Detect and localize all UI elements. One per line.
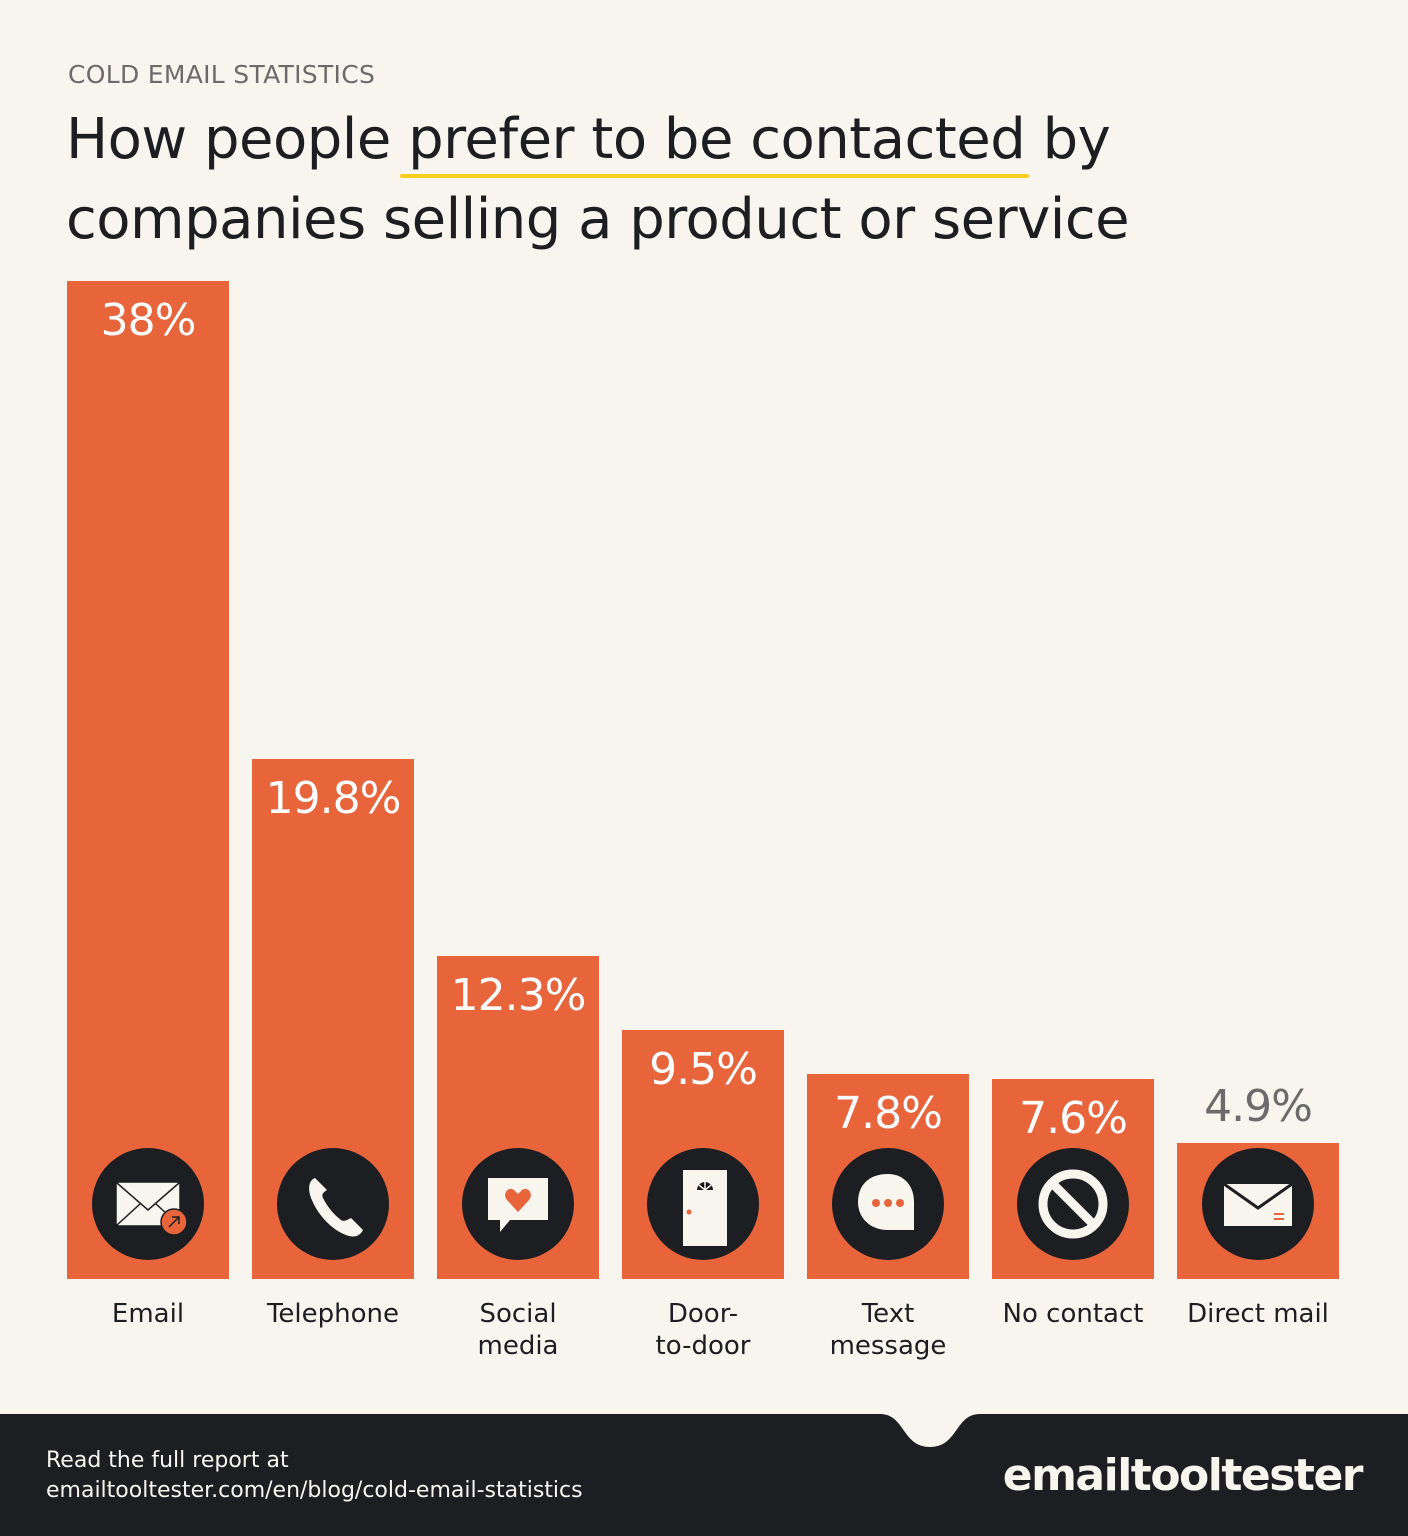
logo: emailtooltester [1002, 1450, 1364, 1501]
category-label: Social media [477, 1299, 559, 1361]
category-label: No contact [1002, 1299, 1144, 1329]
data-label: 38% [100, 295, 197, 346]
no-contact-icon [1017, 1148, 1129, 1260]
page-title: How people prefer to be contacted by com… [66, 100, 1366, 260]
data-label: 19.8% [265, 772, 402, 824]
bar-chart: 38% Email 19.8% Telephone 12.3% Social media 9… [67, 281, 1339, 1361]
title-part: How people [66, 107, 409, 172]
data-label: 9.5% [649, 1043, 758, 1095]
data-label: 12.3% [450, 969, 587, 1021]
bar [67, 281, 229, 1279]
data-label: 4.9% [1204, 1081, 1313, 1132]
category-label: Door- to-door [655, 1299, 751, 1361]
data-label: 7.6% [1019, 1093, 1128, 1145]
category-label: Direct mail [1187, 1299, 1329, 1329]
email-send-icon [92, 1148, 204, 1260]
category-label: Text message [829, 1299, 947, 1361]
phone-icon [277, 1148, 389, 1260]
chat-heart-icon [462, 1148, 574, 1260]
category-label: Email [111, 1299, 185, 1329]
title-part: by companies selling a product or servic… [66, 107, 1130, 252]
category-label: Telephone [266, 1299, 400, 1329]
text-message-icon [832, 1148, 944, 1260]
footer-notch-shape [880, 1405, 980, 1447]
data-label: 7.8% [834, 1088, 943, 1140]
door-icon [647, 1148, 759, 1260]
footer-link[interactable]: emailtooltester.com/en/blog/cold-email-s… [46, 1478, 583, 1503]
footer-text: Read the full report at emailtooltester.… [46, 1446, 583, 1506]
kicker: COLD EMAIL STATISTICS [68, 60, 376, 89]
footer-line1: Read the full report at [46, 1448, 289, 1473]
footer [0, 1414, 1408, 1536]
envelope-icon [1202, 1148, 1314, 1260]
title-highlight: prefer to be contacted [400, 100, 1030, 180]
